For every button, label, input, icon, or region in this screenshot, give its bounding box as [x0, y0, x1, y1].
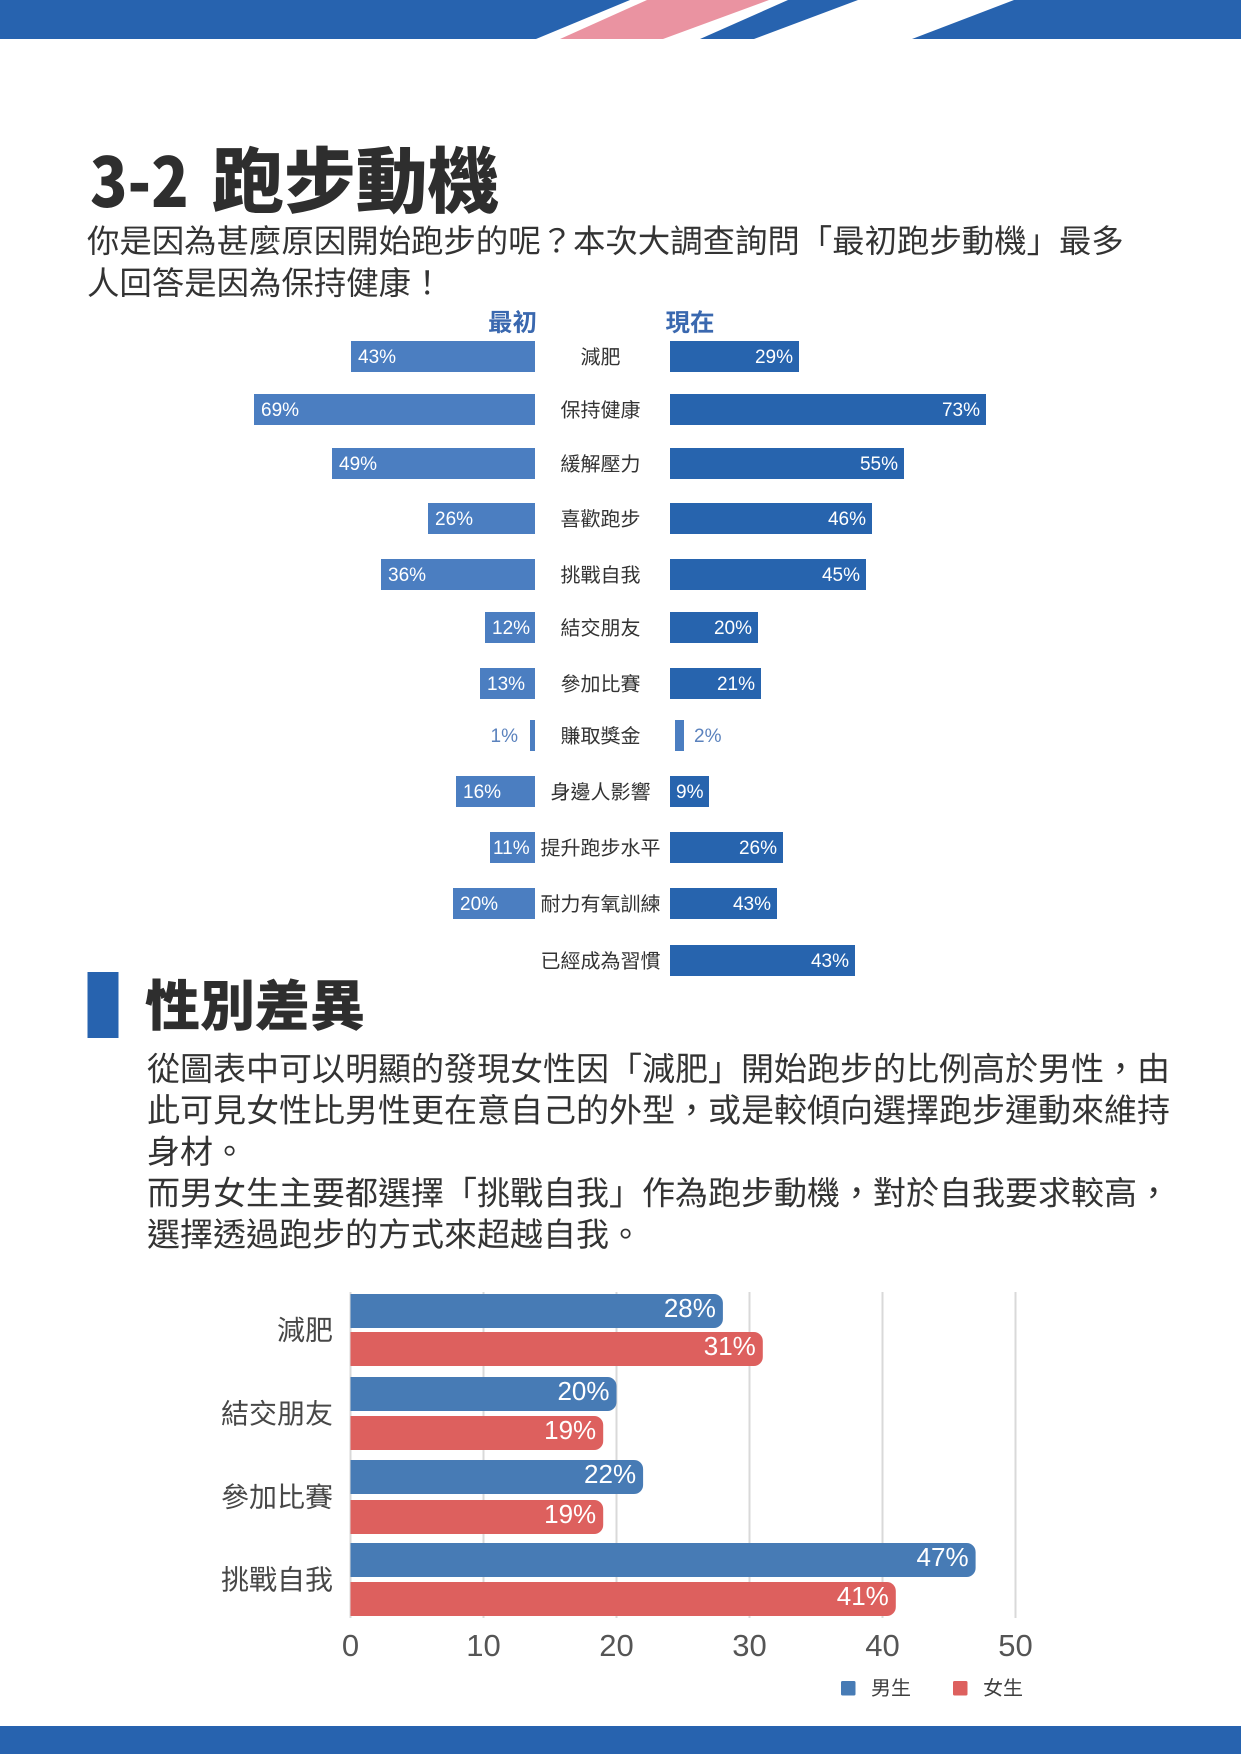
svg-text:10: 10 — [466, 1628, 500, 1663]
svg-text:21%: 21% — [717, 674, 755, 695]
svg-text:0: 0 — [342, 1628, 359, 1663]
svg-text:50: 50 — [998, 1628, 1032, 1663]
svg-text:2%: 2% — [694, 726, 722, 747]
svg-text:20%: 20% — [714, 618, 752, 639]
svg-text:36%: 36% — [388, 565, 426, 586]
svg-text:43%: 43% — [358, 347, 396, 368]
svg-text:29%: 29% — [755, 347, 793, 368]
svg-text:26%: 26% — [739, 838, 777, 859]
svg-text:16%: 16% — [463, 782, 501, 803]
svg-text:20: 20 — [599, 1628, 633, 1663]
svg-text:49%: 49% — [339, 454, 377, 475]
svg-text:9%: 9% — [676, 782, 704, 803]
svg-text:46%: 46% — [828, 509, 866, 530]
svg-text:30: 30 — [732, 1628, 766, 1663]
svg-text:22%: 22% — [584, 1459, 636, 1489]
svg-text:19%: 19% — [544, 1415, 596, 1445]
svg-text:20%: 20% — [557, 1376, 609, 1406]
svg-text:47%: 47% — [917, 1542, 969, 1572]
svg-text:69%: 69% — [261, 400, 299, 421]
svg-text:28%: 28% — [664, 1293, 716, 1323]
svg-text:43%: 43% — [733, 894, 771, 915]
svg-text:20%: 20% — [460, 894, 498, 915]
svg-text:41%: 41% — [837, 1581, 889, 1611]
svg-text:31%: 31% — [704, 1331, 756, 1361]
svg-text:12%: 12% — [492, 618, 530, 639]
svg-text:26%: 26% — [435, 509, 473, 530]
svg-text:1%: 1% — [491, 726, 519, 747]
svg-text:43%: 43% — [811, 951, 849, 972]
svg-text:45%: 45% — [822, 565, 860, 586]
svg-text:40: 40 — [865, 1628, 899, 1663]
svg-text:73%: 73% — [942, 400, 980, 421]
svg-text:55%: 55% — [860, 454, 898, 475]
svg-text:19%: 19% — [544, 1499, 596, 1529]
svg-text:13%: 13% — [487, 674, 525, 695]
svg-text:11%: 11% — [493, 838, 530, 859]
